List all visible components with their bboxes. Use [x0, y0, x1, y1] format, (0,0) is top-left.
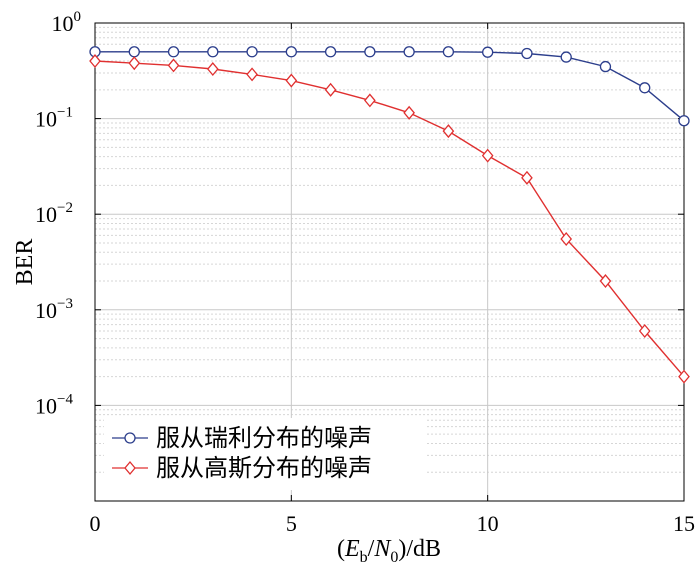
- series-gaussian-point: [324, 82, 337, 97]
- tick-layer: 0 5 10 15 100 10−1 10−2 10−3 10−4: [35, 9, 695, 536]
- legend-marker-gaussian: [124, 460, 136, 476]
- series-gaussian-line: [94, 60, 685, 378]
- series-gaussian-point: [599, 274, 612, 289]
- series-gaussian-point: [246, 67, 258, 82]
- y-axis-title: BER: [12, 239, 38, 286]
- series-rayleigh-point: [364, 46, 376, 58]
- series-rayleigh-point: [560, 51, 572, 63]
- y-tick-label: 10−1: [35, 105, 73, 132]
- series-gaussian-point: [167, 58, 180, 73]
- series-rayleigh-point: [599, 60, 612, 73]
- series-gaussian-point: [285, 73, 298, 88]
- series-gaussian-point: [481, 148, 494, 163]
- series-rayleigh-point: [246, 46, 258, 58]
- series-rayleigh-point: [403, 46, 415, 58]
- series-gaussian-point: [128, 56, 141, 71]
- x-tick-label: 10: [477, 511, 499, 536]
- series-layer: [89, 46, 690, 384]
- series-rayleigh-line: [95, 51, 685, 122]
- plot-frame: [94, 22, 685, 502]
- series-gaussian-point: [89, 54, 101, 69]
- legend: 服从瑞利分布的噪声 服从高斯分布的噪声: [104, 418, 426, 490]
- series-gaussian-point: [364, 93, 376, 108]
- series-gaussian-point: [678, 369, 690, 384]
- series-rayleigh-point: [285, 46, 297, 58]
- series-rayleigh-point: [482, 46, 494, 58]
- x-axis-title: (Eb/N0)/dB: [337, 536, 441, 566]
- y-tick-label: 10−3: [35, 296, 73, 323]
- series-rayleigh-point: [639, 82, 651, 94]
- x-tick-label: 15: [673, 511, 695, 536]
- legend-marker-rayleigh: [124, 432, 136, 444]
- y-tick-label: 100: [52, 9, 82, 36]
- series-gaussian-point: [521, 170, 533, 185]
- x-tick-label: 5: [286, 511, 297, 536]
- legend-label-rayleigh: 服从瑞利分布的噪声: [156, 424, 372, 452]
- series-gaussian-point: [560, 232, 573, 247]
- series-gaussian-point: [638, 323, 651, 339]
- series-rayleigh-point: [442, 46, 455, 58]
- legend-box: [104, 418, 426, 490]
- series-gaussian-point: [206, 62, 219, 77]
- series-rayleigh-point: [128, 46, 140, 58]
- y-tick-label: 10−2: [35, 200, 73, 227]
- series-gaussian-point: [403, 105, 415, 120]
- y-tick-label: 10−4: [35, 391, 73, 418]
- series-rayleigh-point: [324, 46, 337, 58]
- x-tick-label: 0: [90, 511, 101, 536]
- series-rayleigh-point: [521, 47, 533, 60]
- series-gaussian-point: [442, 124, 455, 139]
- series-rayleigh-point: [678, 115, 690, 127]
- legend-label-gaussian: 服从高斯分布的噪声: [156, 454, 372, 482]
- series-rayleigh-point: [167, 46, 180, 58]
- series-rayleigh-point: [207, 46, 219, 58]
